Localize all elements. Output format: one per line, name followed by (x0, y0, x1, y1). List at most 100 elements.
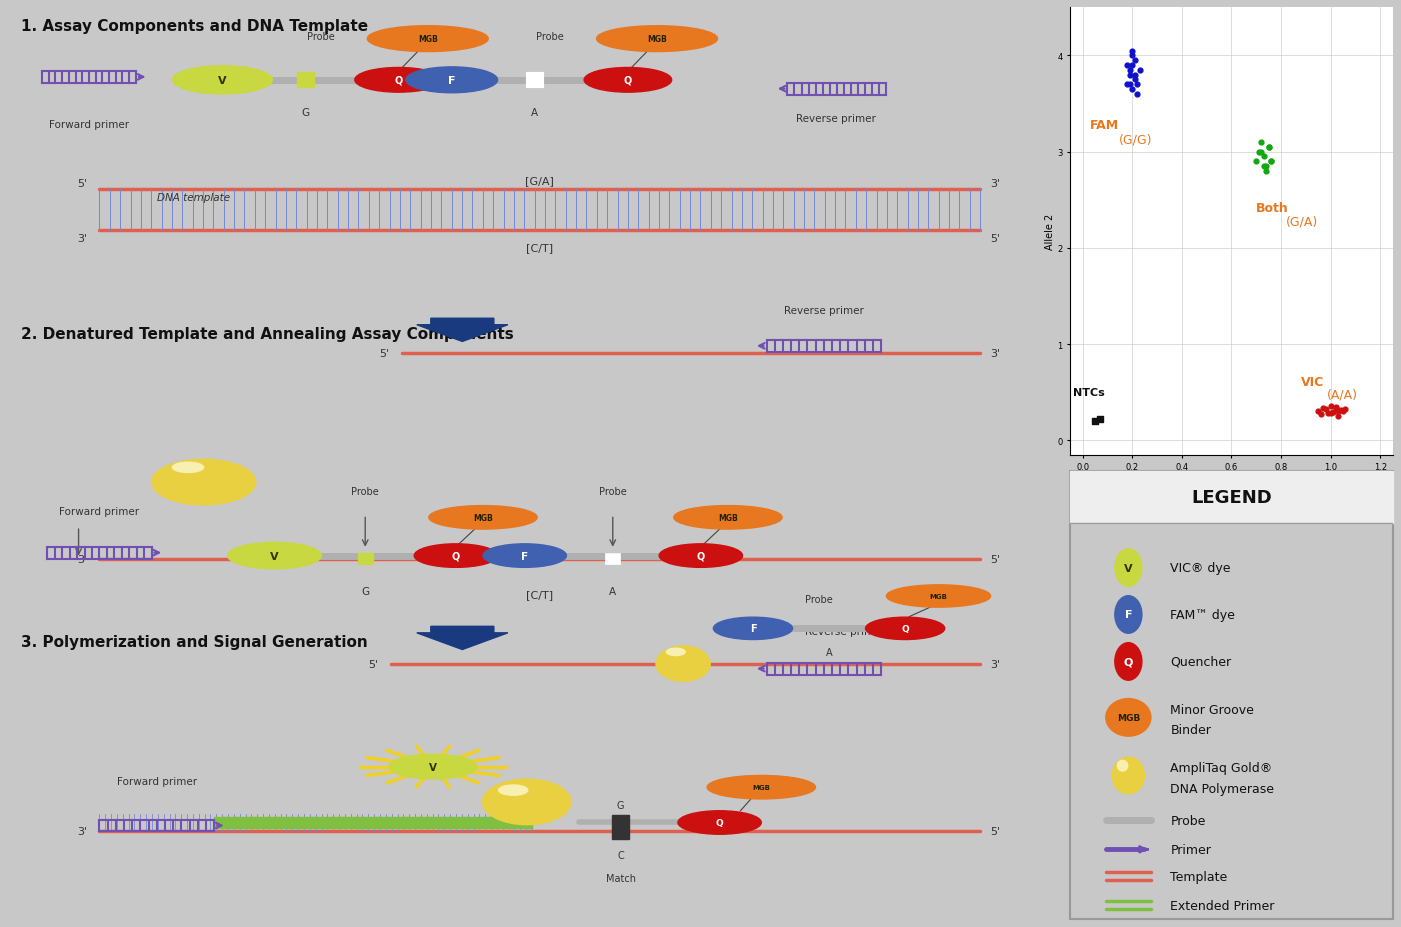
Point (1324, 400, 1346, 414)
Text: C: C (618, 850, 623, 860)
Y-axis label: Allele 2: Allele 2 (1045, 213, 1055, 250)
Text: 3': 3' (991, 659, 1000, 669)
Point (1259, 155, 1282, 170)
Text: Binder: Binder (1170, 724, 1210, 737)
Circle shape (389, 755, 476, 779)
Text: Probe: Probe (537, 32, 565, 42)
Point (1124, 54, 1146, 69)
Text: FAM™ dye: FAM™ dye (1170, 608, 1236, 621)
Bar (605, 553, 621, 565)
Text: Quencher: Quencher (1170, 655, 1231, 668)
Text: Q: Q (623, 76, 632, 85)
Point (1121, 83, 1143, 97)
Circle shape (1115, 549, 1142, 587)
Point (1330, 403, 1352, 418)
Point (1334, 402, 1356, 417)
Text: Probe: Probe (352, 487, 380, 496)
Point (1252, 159, 1275, 174)
Text: 3': 3' (77, 234, 87, 244)
Ellipse shape (708, 776, 815, 799)
Text: 3': 3' (991, 179, 1000, 188)
Ellipse shape (482, 780, 572, 825)
Point (1323, 405, 1345, 420)
Circle shape (866, 617, 944, 640)
Text: VIC® dye: VIC® dye (1170, 562, 1230, 575)
Circle shape (678, 811, 761, 834)
Text: MGB: MGB (719, 514, 738, 522)
Text: MGB: MGB (930, 593, 947, 600)
Point (1121, 44, 1143, 59)
Text: 2. Denatured Template and Annealing Assay Components: 2. Denatured Template and Annealing Assa… (21, 327, 514, 342)
Text: (G/A): (G/A) (1286, 215, 1318, 228)
Text: Extended Primer: Extended Primer (1170, 899, 1275, 912)
Ellipse shape (429, 506, 537, 529)
Text: G: G (361, 586, 370, 596)
Circle shape (584, 69, 671, 93)
Circle shape (1115, 643, 1142, 680)
Point (1258, 140, 1281, 155)
Point (1311, 401, 1334, 416)
Text: Forward primer: Forward primer (59, 507, 140, 517)
Ellipse shape (597, 27, 717, 53)
Text: Forward primer: Forward primer (116, 777, 196, 786)
Text: Q: Q (716, 819, 723, 827)
Text: (G/G): (G/G) (1118, 133, 1152, 146)
Point (1259, 155, 1282, 170)
Point (1320, 406, 1342, 421)
Ellipse shape (367, 27, 488, 53)
Circle shape (483, 544, 566, 567)
Text: Both: Both (1257, 202, 1289, 215)
Text: Q: Q (696, 551, 705, 561)
Text: 5': 5' (991, 554, 1000, 564)
Text: 5': 5' (380, 349, 389, 358)
Point (1314, 402, 1337, 417)
Point (1258, 140, 1281, 155)
Text: Forward primer: Forward primer (49, 120, 129, 130)
Point (1324, 400, 1346, 415)
Text: 3': 3' (77, 554, 87, 564)
Text: A: A (531, 108, 538, 118)
Point (1252, 150, 1275, 165)
Text: G: G (616, 800, 625, 810)
Point (1320, 399, 1342, 413)
Point (1117, 78, 1139, 93)
Text: Probe: Probe (307, 32, 335, 42)
Text: A: A (825, 647, 832, 657)
Text: MGB: MGB (647, 35, 667, 44)
Point (1124, 73, 1146, 88)
Circle shape (172, 67, 272, 95)
Circle shape (713, 617, 793, 640)
Point (1084, 414, 1107, 429)
Point (1255, 164, 1278, 179)
Point (1310, 407, 1332, 422)
Text: 3': 3' (77, 827, 87, 836)
Text: NTCs: NTCs (1073, 387, 1104, 398)
Text: (A/A): (A/A) (1327, 388, 1358, 401)
Ellipse shape (172, 463, 203, 473)
Text: Probe: Probe (598, 487, 626, 496)
Ellipse shape (1118, 760, 1128, 771)
Bar (297, 73, 314, 88)
Text: F: F (1125, 610, 1132, 620)
Text: V: V (1124, 563, 1132, 573)
Point (1250, 145, 1272, 159)
Text: 3. Polymerization and Signal Generation: 3. Polymerization and Signal Generation (21, 635, 368, 650)
Text: Q: Q (1124, 656, 1133, 667)
Point (1126, 78, 1149, 93)
Text: [G/A]: [G/A] (525, 175, 555, 185)
Text: G: G (301, 108, 310, 118)
Circle shape (227, 543, 321, 569)
Text: 1. Assay Components and DNA Template: 1. Assay Components and DNA Template (21, 19, 368, 34)
Ellipse shape (1112, 757, 1145, 794)
Point (1118, 63, 1140, 78)
Text: V: V (270, 551, 279, 561)
Text: DNA template: DNA template (157, 193, 230, 203)
Text: 5': 5' (77, 179, 87, 188)
Circle shape (354, 69, 443, 93)
Point (1121, 58, 1143, 73)
Point (1124, 69, 1146, 83)
Text: 5': 5' (991, 827, 1000, 836)
Point (1307, 404, 1330, 419)
Text: VIC: VIC (1302, 376, 1324, 389)
Text: Q: Q (901, 624, 909, 633)
